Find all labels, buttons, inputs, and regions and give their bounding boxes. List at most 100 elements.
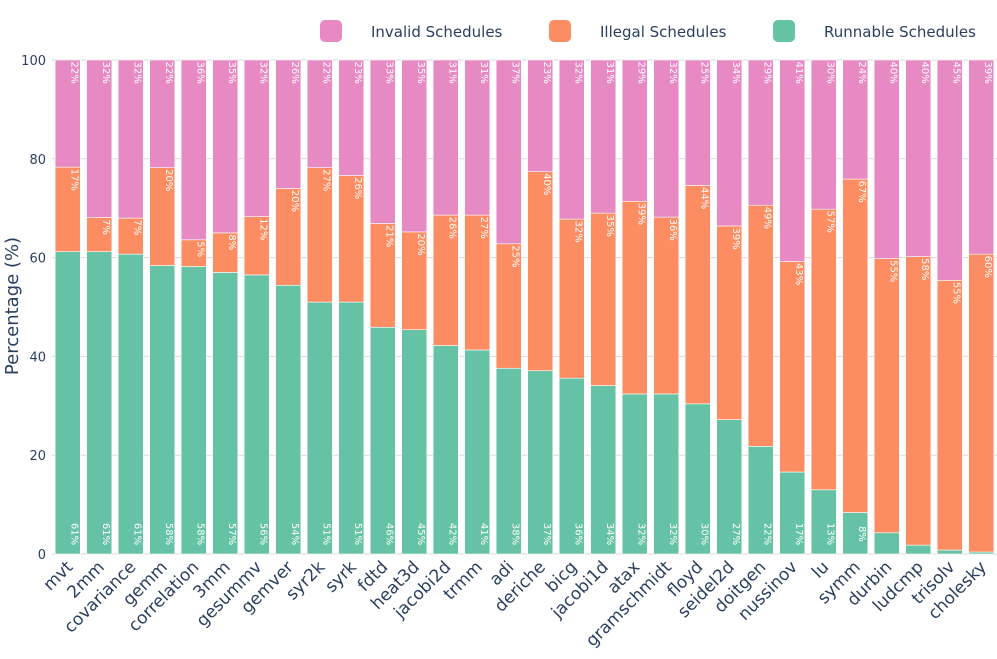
bar-illegal-3mm xyxy=(212,232,239,273)
bar-runnable-seidel2d xyxy=(716,419,743,555)
bar-label-invalid-bicg: 32% xyxy=(572,61,583,83)
bar-runnable-lu xyxy=(810,489,837,555)
bar-invalid-gemver xyxy=(275,59,302,189)
bar-invalid-3mm xyxy=(212,59,239,234)
grid-lines xyxy=(52,59,997,555)
bar-illegal-symm xyxy=(842,178,869,513)
bar-label-invalid-ludcmp: 40% xyxy=(919,61,930,83)
legend-swatch-runnable xyxy=(773,20,795,42)
bar-label-illegal-correlation: 5% xyxy=(194,241,205,257)
bar-illegal-gemm xyxy=(149,167,176,266)
bar-label-illegal-gemver: 20% xyxy=(289,190,300,212)
bar-label-runnable-nussinov: 17% xyxy=(793,523,804,545)
bar-invalid-ludcmp xyxy=(905,59,932,257)
bar-label-invalid-seidel2d: 34% xyxy=(730,61,741,83)
bar-runnable-gemm xyxy=(149,265,176,555)
legend-label-invalid: Invalid Schedules xyxy=(371,23,503,41)
bar-invalid-symm xyxy=(842,59,869,180)
bar-label-runnable-covariance: 61% xyxy=(131,523,142,545)
bar-invalid-seidel2d xyxy=(716,59,743,227)
bar-label-invalid-mvt: 22% xyxy=(68,61,79,83)
bar-illegal-seidel2d xyxy=(716,225,743,420)
bar-illegal-trisolv xyxy=(936,280,963,551)
bar-invalid-lu xyxy=(810,59,837,210)
bar-invalid-syr2k xyxy=(306,59,333,168)
bar-label-runnable-gesummv: 56% xyxy=(257,523,268,545)
bar-illegal-syr2k xyxy=(306,167,333,303)
bar-illegal-jacobi2d xyxy=(432,214,459,346)
bar-invalid-heat3d xyxy=(401,59,428,233)
bar-illegal-gramschmidt xyxy=(653,216,680,395)
bar-label-illegal-mvt: 17% xyxy=(68,169,79,191)
x-tick-labels: mvt2mmcovariancegemmcorrelation3mmgesumm… xyxy=(40,557,991,651)
bar-label-illegal-trisolv: 55% xyxy=(950,282,961,304)
bar-label-illegal-gemm: 20% xyxy=(163,169,174,191)
bar-label-invalid-durbin: 40% xyxy=(887,61,898,83)
bar-label-runnable-trmm: 41% xyxy=(478,523,489,545)
bar-label-invalid-heat3d: 35% xyxy=(415,61,426,83)
bar-label-illegal-durbin: 55% xyxy=(887,260,898,282)
bar-runnable-2mm xyxy=(86,251,113,555)
bar-runnable-nussinov xyxy=(779,471,806,555)
bar-invalid-syrk xyxy=(338,59,365,176)
bar-label-invalid-gemm: 22% xyxy=(163,61,174,83)
bar-label-invalid-covariance: 32% xyxy=(131,61,142,83)
bar-label-runnable-atax: 32% xyxy=(635,523,646,545)
bar-label-runnable-doitgen: 22% xyxy=(761,523,772,545)
bar-label-illegal-gesummv: 12% xyxy=(257,218,268,240)
bar-label-invalid-3mm: 35% xyxy=(226,61,237,83)
bar-runnable-gesummv xyxy=(243,274,270,555)
bar-invalid-mvt xyxy=(54,59,81,168)
bar-label-invalid-deriche: 23% xyxy=(541,61,552,83)
bar-illegal-2mm xyxy=(86,217,113,252)
bar-illegal-doitgen xyxy=(747,204,774,447)
bar-illegal-fdtd xyxy=(369,223,396,328)
bar-label-illegal-syrk: 26% xyxy=(352,177,363,199)
bar-label-illegal-3mm: 8% xyxy=(226,234,237,250)
bar-label-runnable-heat3d: 45% xyxy=(415,523,426,545)
bar-label-runnable-adi: 38% xyxy=(509,523,520,545)
bar-illegal-durbin xyxy=(873,258,900,534)
bar-label-illegal-syr2k: 27% xyxy=(320,169,331,191)
bar-label-invalid-nussinov: 41% xyxy=(793,61,804,83)
bar-label-runnable-gramschmidt: 32% xyxy=(667,523,678,545)
bar-label-runnable-deriche: 37% xyxy=(541,523,552,545)
bar-runnable-jacobi1d xyxy=(590,385,617,555)
bar-invalid-nussinov xyxy=(779,59,806,262)
bar-label-illegal-covariance: 7% xyxy=(131,220,142,236)
bar-label-invalid-syr2k: 22% xyxy=(320,61,331,83)
bar-label-illegal-gramschmidt: 36% xyxy=(667,219,678,241)
bar-label-illegal-adi: 25% xyxy=(509,245,520,267)
bar-label-runnable-correlation: 58% xyxy=(194,523,205,545)
legend-label-illegal: Illegal Schedules xyxy=(600,23,727,41)
bar-label-invalid-jacobi2d: 31% xyxy=(446,61,457,83)
bar-runnable-syr2k xyxy=(306,301,333,555)
bar-runnable-covariance xyxy=(117,253,144,555)
bar-label-illegal-nussinov: 43% xyxy=(793,263,804,285)
bar-runnable-atax xyxy=(621,393,648,555)
bar-label-illegal-jacobi2d: 26% xyxy=(446,217,457,239)
bar-runnable-syrk xyxy=(338,301,365,555)
bar-label-illegal-jacobi1d: 35% xyxy=(604,215,615,237)
bar-label-invalid-correlation: 36% xyxy=(194,61,205,83)
bar-label-illegal-bicg: 32% xyxy=(572,221,583,243)
bar-label-runnable-gemver: 54% xyxy=(289,523,300,545)
bar-label-invalid-gesummv: 32% xyxy=(257,61,268,83)
bar-illegal-adi xyxy=(495,243,522,369)
bar-label-invalid-2mm: 32% xyxy=(100,61,111,83)
bar-runnable-durbin xyxy=(873,532,900,555)
bar-label-runnable-fdtd: 46% xyxy=(383,523,394,545)
y-axis-title: Percentage (%) xyxy=(2,237,23,375)
bar-label-runnable-gemm: 58% xyxy=(163,523,174,545)
bar-runnable-fdtd xyxy=(369,326,396,555)
bar-illegal-cholesky xyxy=(968,253,995,553)
bar-label-illegal-lu: 57% xyxy=(824,211,835,233)
bar-invalid-gramschmidt xyxy=(653,59,680,218)
bar-invalid-fdtd xyxy=(369,59,396,224)
bar-illegal-trmm xyxy=(464,214,491,351)
bar-invalid-covariance xyxy=(117,59,144,219)
legend-swatch-invalid xyxy=(320,20,342,42)
bar-invalid-deriche xyxy=(527,59,554,172)
bar-label-illegal-heat3d: 20% xyxy=(415,233,426,255)
